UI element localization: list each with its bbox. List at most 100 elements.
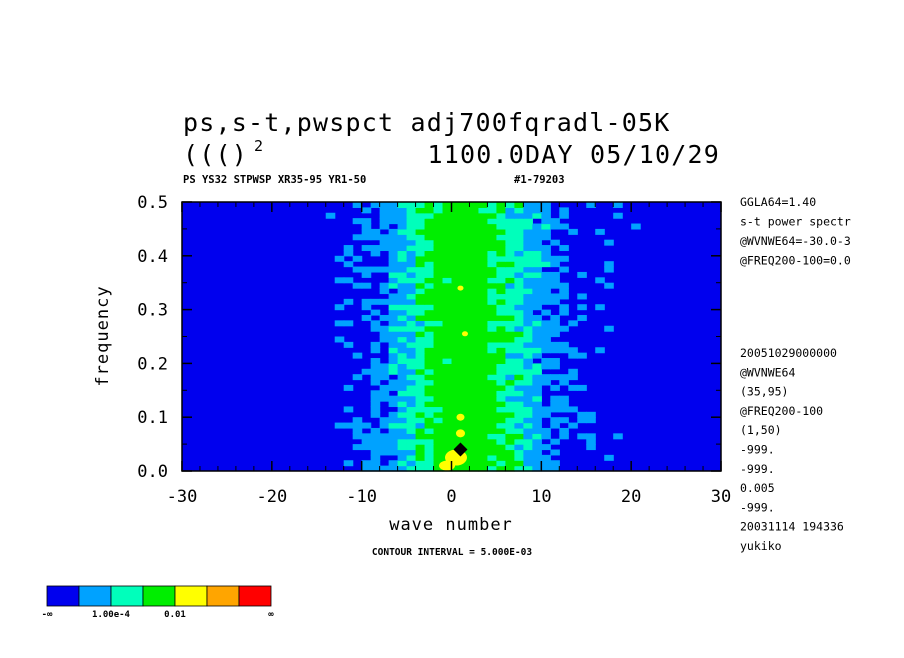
field-cell — [496, 228, 506, 235]
field-cell — [406, 379, 417, 386]
field-cell — [604, 261, 614, 268]
field-cell — [532, 325, 542, 332]
field-cell — [451, 433, 462, 440]
field-cell — [514, 433, 524, 440]
field-cell — [460, 336, 471, 343]
field-cell — [397, 202, 408, 208]
field-cell — [469, 255, 480, 262]
colorbar-swatch — [46, 585, 80, 607]
field-cell — [397, 320, 408, 327]
field-cell — [442, 304, 453, 311]
field-cell — [496, 212, 506, 219]
field-cell — [487, 395, 498, 402]
field-cell — [478, 325, 489, 332]
field-cell — [487, 255, 498, 262]
field-cell — [397, 304, 408, 311]
field-cell — [595, 347, 605, 354]
field-cell — [460, 250, 471, 257]
field-cell — [541, 309, 551, 316]
field-cell — [577, 304, 587, 311]
field-cell — [451, 304, 462, 311]
field-cell — [496, 282, 506, 289]
field-cell — [397, 245, 408, 252]
field-cell — [442, 433, 453, 440]
field-cell — [496, 331, 506, 338]
field-cell — [532, 422, 542, 429]
field-cell — [415, 250, 426, 257]
field-cell — [379, 266, 390, 273]
field-cell — [487, 234, 498, 241]
field-cell — [451, 325, 462, 332]
field-cell — [334, 320, 345, 327]
y-tick-label: 0.3 — [137, 301, 168, 321]
field-cell — [514, 406, 524, 413]
field-cell — [442, 406, 453, 413]
field-cell — [469, 379, 480, 386]
field-cell — [406, 325, 417, 332]
field-cell — [550, 255, 560, 262]
field-cell — [442, 411, 453, 418]
field-cell — [442, 255, 453, 262]
field-cell — [478, 427, 489, 434]
field-cell — [478, 261, 489, 268]
field-cell — [433, 395, 444, 402]
field-cell — [523, 271, 533, 278]
field-cell — [406, 417, 417, 424]
field-cell — [487, 438, 498, 445]
field-cell — [514, 282, 524, 289]
field-cell — [478, 341, 489, 348]
field-cell — [406, 438, 417, 445]
field-cell — [505, 304, 515, 311]
field-cell — [496, 336, 506, 343]
field-cell — [514, 245, 524, 252]
colorbar-swatch — [142, 585, 176, 607]
field-cell — [433, 218, 444, 225]
field-cell — [523, 218, 533, 225]
field-cell — [523, 438, 533, 445]
field-cell — [388, 304, 399, 311]
x-tick-label: -30 — [167, 487, 198, 507]
field-cell — [379, 202, 390, 208]
field-cell — [514, 449, 524, 456]
field-cell — [424, 460, 435, 467]
field-cell — [370, 368, 381, 375]
field-cell — [415, 411, 426, 418]
field-cell — [487, 202, 498, 208]
field-cell — [424, 255, 435, 262]
field-cell — [406, 384, 417, 391]
field-cell — [352, 427, 363, 434]
field-cell — [496, 250, 506, 257]
field-cell — [460, 293, 471, 300]
field-cell — [478, 314, 489, 321]
field-cell — [523, 422, 533, 429]
field-cell — [541, 427, 551, 434]
field-cell — [478, 207, 489, 214]
field-cell — [397, 374, 408, 381]
field-cell — [424, 304, 435, 311]
field-cell — [559, 309, 569, 316]
field-cell — [442, 271, 453, 278]
field-cell — [415, 438, 426, 445]
field-cell — [424, 427, 435, 434]
field-cell — [460, 433, 471, 440]
field-cell — [550, 314, 560, 321]
field-cell — [478, 363, 489, 370]
field-cell — [460, 298, 471, 305]
field-cell — [406, 352, 417, 359]
field-cell — [505, 202, 515, 208]
field-cell — [451, 309, 462, 316]
field-cell — [424, 298, 435, 305]
field-cell — [415, 427, 426, 434]
field-cell — [415, 239, 426, 246]
field-cell — [478, 374, 489, 381]
field-cell — [379, 417, 390, 424]
field-cell — [505, 395, 515, 402]
field-cell — [388, 331, 399, 338]
field-cell — [514, 444, 524, 451]
field-cell — [406, 411, 417, 418]
field-cell — [613, 212, 623, 219]
field-cell — [523, 228, 533, 235]
field-cell — [559, 223, 569, 230]
field-cell — [433, 266, 444, 273]
field-cell — [514, 417, 524, 424]
